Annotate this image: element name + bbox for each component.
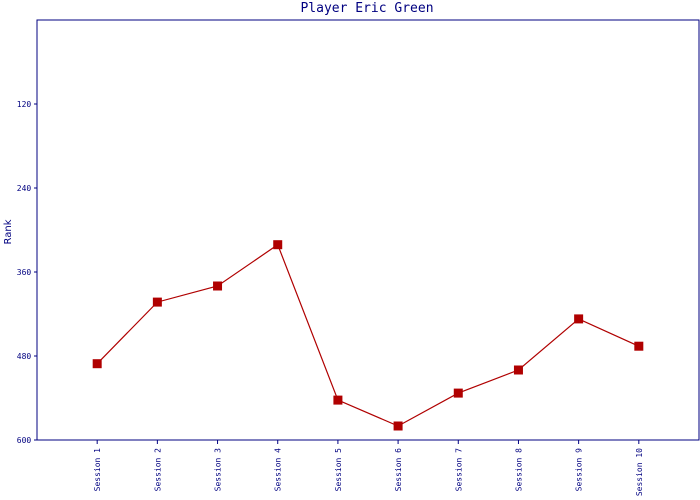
y-tick-label: 240 <box>17 184 32 193</box>
y-tick-label: 480 <box>17 352 32 361</box>
chart-title: Player Eric Green <box>300 1 433 16</box>
data-point <box>634 341 644 351</box>
x-tick-label: Session 4 <box>274 448 283 492</box>
data-point <box>513 365 523 375</box>
data-point <box>273 240 283 250</box>
x-tick-label: Session 1 <box>93 448 102 492</box>
y-tick-label: 600 <box>17 436 32 445</box>
data-point <box>333 395 343 405</box>
plot-frame <box>36 19 700 441</box>
data-point <box>453 388 463 398</box>
x-tick-label: Session 5 <box>334 448 343 492</box>
x-tick-label: Session 6 <box>394 448 403 492</box>
x-tick-label: Session 10 <box>635 448 644 496</box>
data-point <box>92 359 102 369</box>
y-tick-label: 360 <box>17 268 32 277</box>
data-point <box>574 314 584 324</box>
x-tick-label: Session 2 <box>153 448 162 492</box>
data-point <box>213 281 223 291</box>
data-point <box>152 297 162 307</box>
data-line <box>96 243 640 427</box>
x-tick-label: Session 8 <box>514 448 523 492</box>
y-axis-label: Rank <box>3 219 14 244</box>
x-tick-label: Session 9 <box>575 448 584 492</box>
x-tick-label: Session 7 <box>454 448 463 492</box>
data-point <box>393 421 403 431</box>
x-tick-label: Session 3 <box>214 448 223 492</box>
y-tick-label: 120 <box>17 100 32 109</box>
